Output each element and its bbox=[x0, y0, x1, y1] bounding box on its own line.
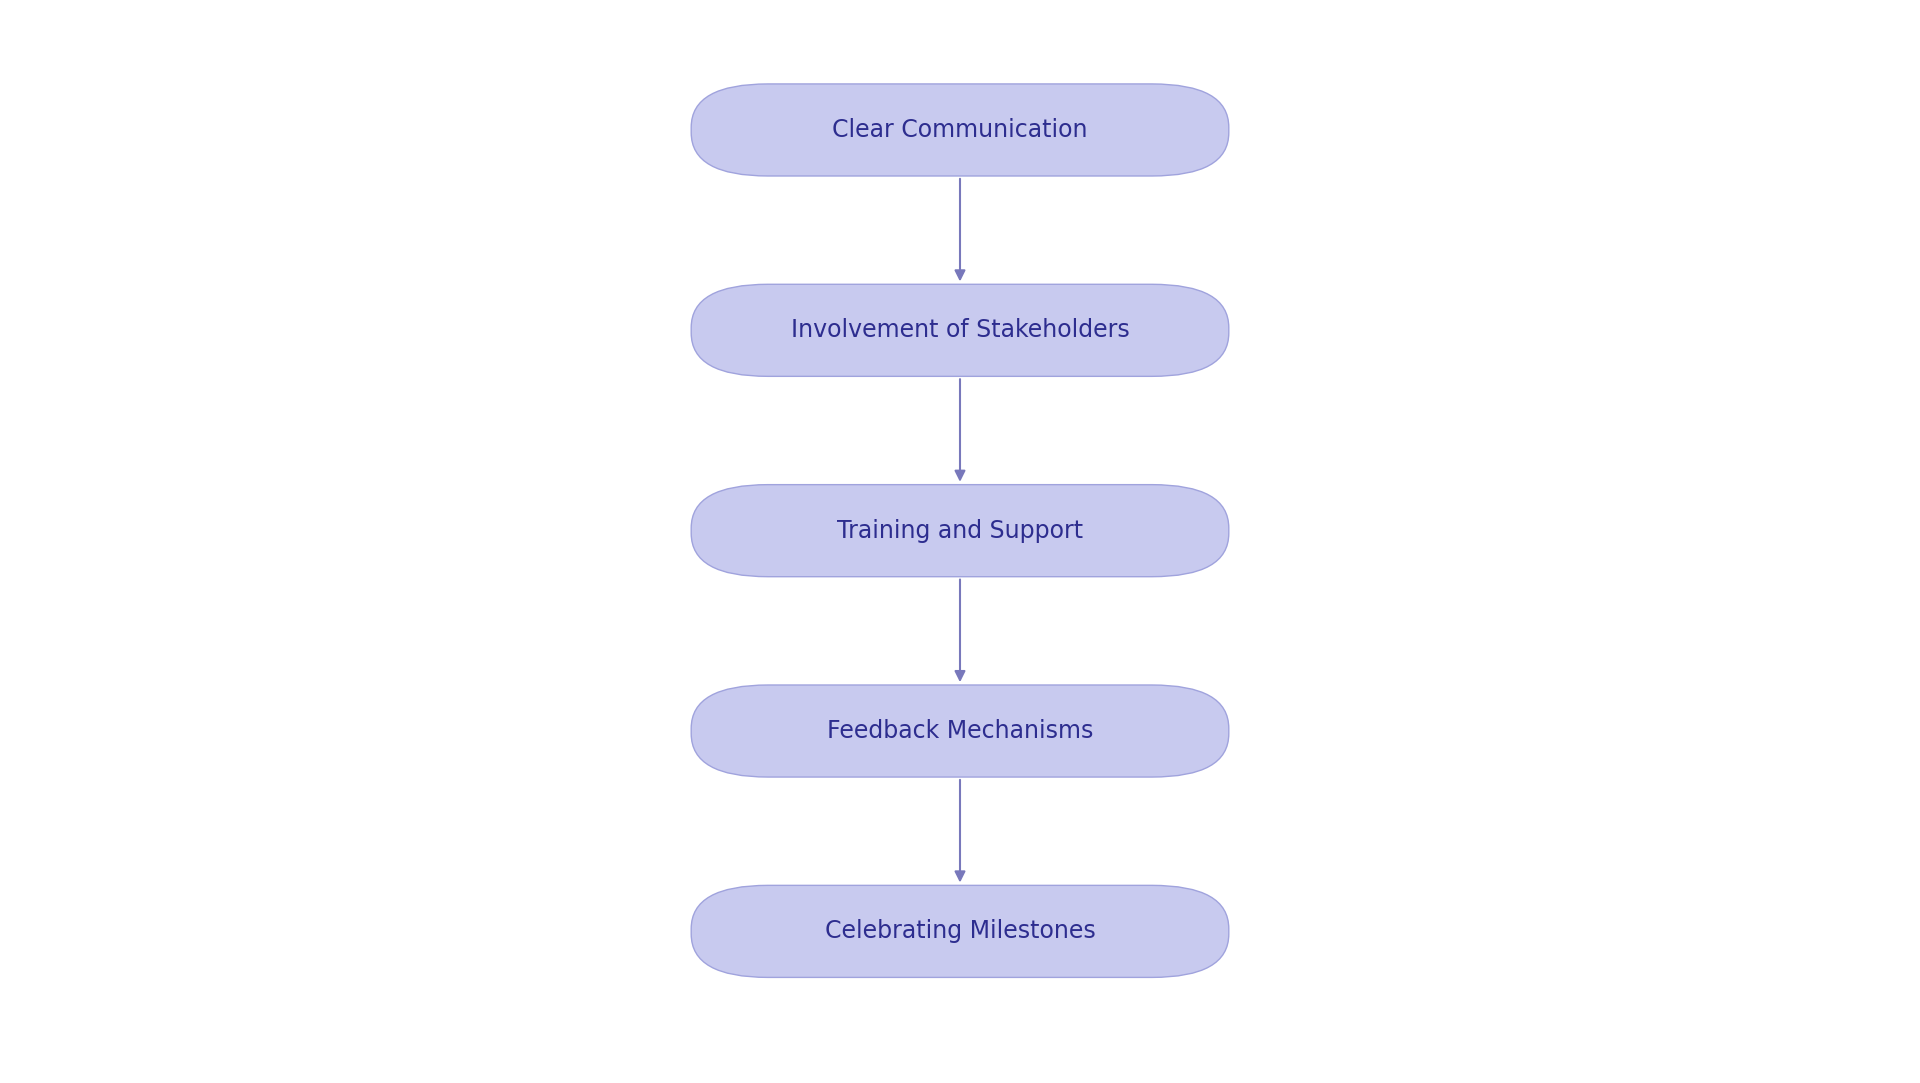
Text: Feedback Mechanisms: Feedback Mechanisms bbox=[828, 719, 1092, 743]
FancyBboxPatch shape bbox=[691, 485, 1229, 576]
Text: Clear Communication: Clear Communication bbox=[831, 118, 1089, 142]
Text: Celebrating Milestones: Celebrating Milestones bbox=[824, 919, 1096, 943]
Text: Involvement of Stakeholders: Involvement of Stakeholders bbox=[791, 318, 1129, 342]
FancyBboxPatch shape bbox=[691, 684, 1229, 777]
FancyBboxPatch shape bbox=[691, 84, 1229, 175]
Text: Training and Support: Training and Support bbox=[837, 519, 1083, 543]
FancyBboxPatch shape bbox=[691, 886, 1229, 977]
FancyBboxPatch shape bbox=[691, 284, 1229, 376]
